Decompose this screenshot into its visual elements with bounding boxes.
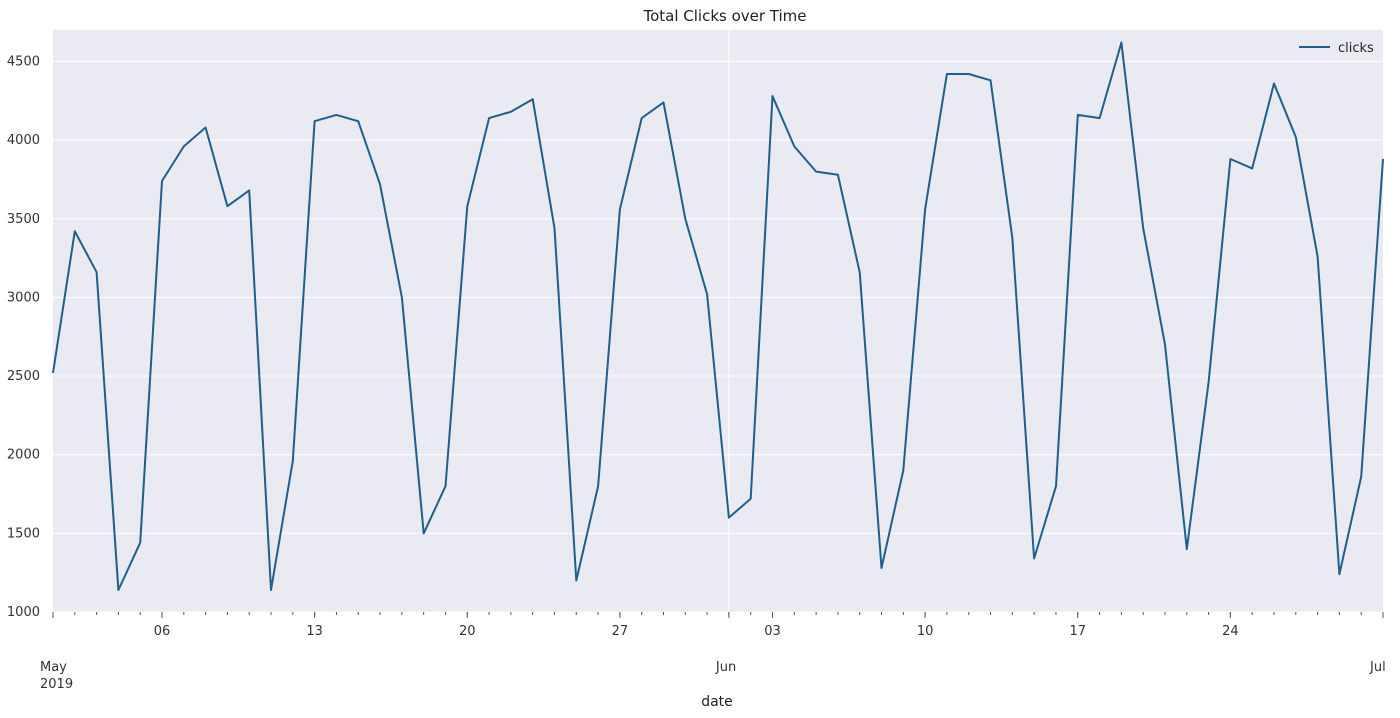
x-tick-label: 24 [1222, 624, 1239, 639]
gridlines [53, 30, 1383, 613]
y-tick-label: 3500 [7, 212, 40, 227]
series-line-clicks [52, 41, 1384, 591]
x-tick-label: 06 [154, 624, 171, 639]
y-tick-label: 1500 [7, 526, 40, 541]
x-tick-label: 17 [1069, 624, 1086, 639]
y-tick-label: 2000 [7, 448, 40, 463]
y-tick-label: 4000 [7, 133, 40, 148]
x-axis: May 2019 06 13 20 27 Jun 03 10 17 24 Jul [40, 612, 1386, 692]
y-tick-label: 2500 [7, 369, 40, 384]
x-tick-label: Jul [1369, 660, 1386, 675]
x-tick-label: 10 [917, 624, 934, 639]
x-tick-label: 27 [612, 624, 629, 639]
x-tick-label: Jun [715, 660, 736, 675]
y-tick-label: 3000 [7, 290, 40, 305]
y-tick-label: 1000 [7, 605, 40, 620]
x-axis-label: date [701, 694, 733, 710]
x-tick-label: 20 [459, 624, 476, 639]
legend: clicks [1299, 41, 1374, 56]
x-tick-label: 13 [306, 624, 323, 639]
y-tick-label: 4500 [7, 54, 40, 69]
series-layer [52, 41, 1384, 591]
y-axis: 1000 1500 2000 2500 3000 3500 4000 4500 [7, 54, 40, 620]
x-tick-label: May [40, 660, 67, 675]
legend-label-clicks: clicks [1338, 41, 1374, 56]
chart-title: Total Clicks over Time [642, 7, 806, 25]
x-tick-sublabel: 2019 [40, 677, 73, 692]
x-tick-label: 03 [764, 624, 781, 639]
